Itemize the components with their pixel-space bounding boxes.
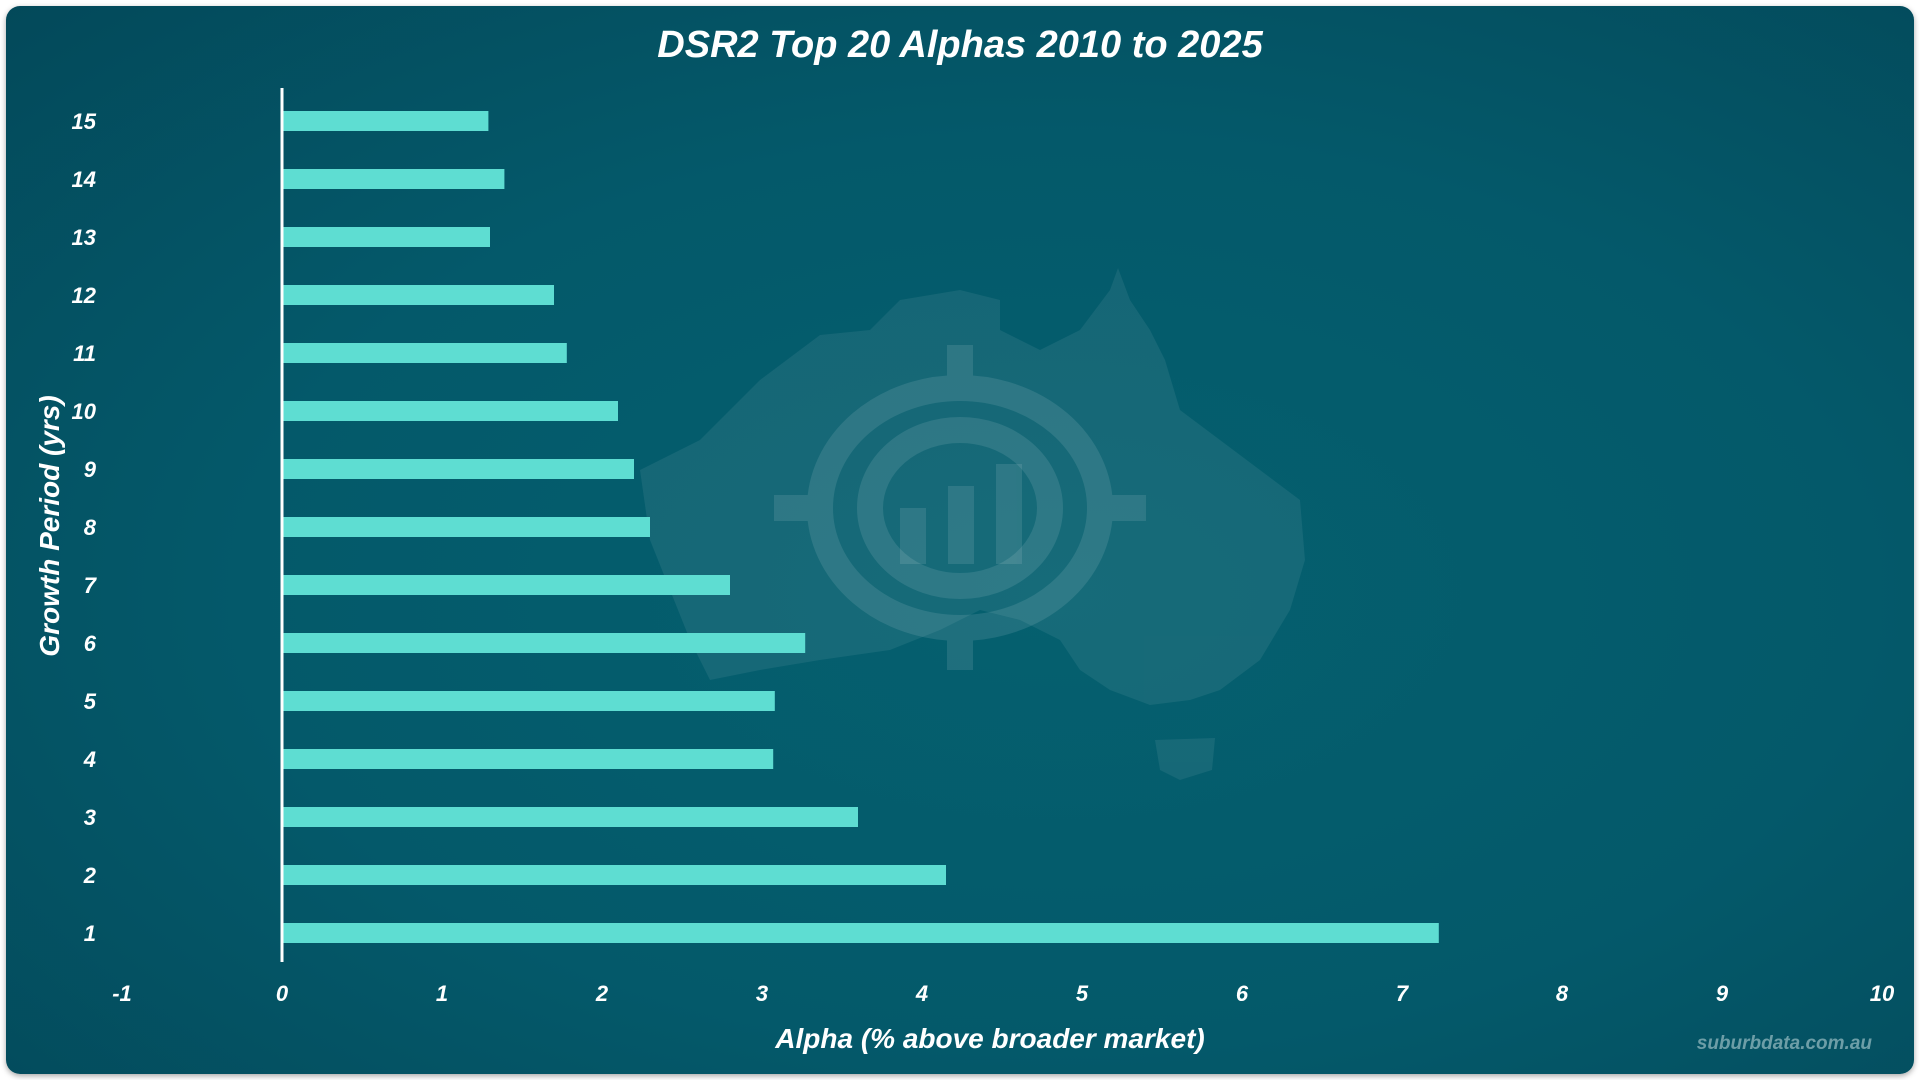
y-tick-label: 2	[83, 863, 97, 888]
australia-target-logo-watermark	[640, 268, 1305, 780]
x-tick-label: 2	[595, 981, 609, 1006]
bar-period-9	[282, 459, 634, 479]
x-tick-label: 9	[1716, 981, 1729, 1006]
x-tick-label: 5	[1076, 981, 1089, 1006]
y-tick-label: 7	[84, 573, 98, 598]
x-tick-label: 8	[1556, 981, 1569, 1006]
y-tick-label: 3	[84, 805, 96, 830]
bar-period-15	[282, 111, 489, 131]
bar-period-2	[282, 865, 946, 885]
bar-period-13	[282, 227, 490, 247]
x-tick-label: 4	[915, 981, 928, 1006]
y-tick-label: 4	[83, 747, 96, 772]
x-tick-label: 0	[276, 981, 289, 1006]
bar-period-10	[282, 401, 618, 421]
bar-period-14	[282, 169, 505, 189]
y-tick-label: 6	[84, 631, 97, 656]
x-axis-label: Alpha (% above broader market)	[775, 1023, 1205, 1054]
x-tick-label: 3	[756, 981, 768, 1006]
y-tick-label: 10	[72, 399, 97, 424]
bar-period-12	[282, 285, 554, 305]
y-tick-label: 9	[84, 457, 97, 482]
bar-period-6	[282, 633, 806, 653]
x-tick-label: 10	[1870, 981, 1895, 1006]
x-tick-label: 7	[1396, 981, 1410, 1006]
y-tick-label: 14	[72, 167, 96, 192]
bar-period-5	[282, 691, 775, 711]
bar-period-7	[282, 575, 730, 595]
y-tick-label: 1	[84, 921, 96, 946]
y-tick-label: 13	[72, 225, 96, 250]
x-tick-label: 6	[1236, 981, 1249, 1006]
y-tick-label: 5	[84, 689, 97, 714]
credit-watermark: suburbdata.com.au	[1696, 1033, 1872, 1054]
x-tick-label: -1	[112, 981, 132, 1006]
y-tick-label: 8	[84, 515, 97, 540]
target-icon	[774, 345, 1146, 670]
bar-period-1	[282, 923, 1439, 943]
bar-period-11	[282, 343, 567, 363]
y-tick-label: 11	[73, 341, 96, 366]
y-tick-label: 12	[72, 283, 97, 308]
mini-bars-icon	[900, 464, 1022, 564]
y-tick-label: 15	[72, 109, 97, 134]
bar-period-4	[282, 749, 774, 769]
bar-period-3	[282, 807, 858, 827]
bar-period-8	[282, 517, 650, 537]
x-tick-label: 1	[436, 981, 448, 1006]
chart-title: DSR2 Top 20 Alphas 2010 to 2025	[657, 24, 1263, 66]
